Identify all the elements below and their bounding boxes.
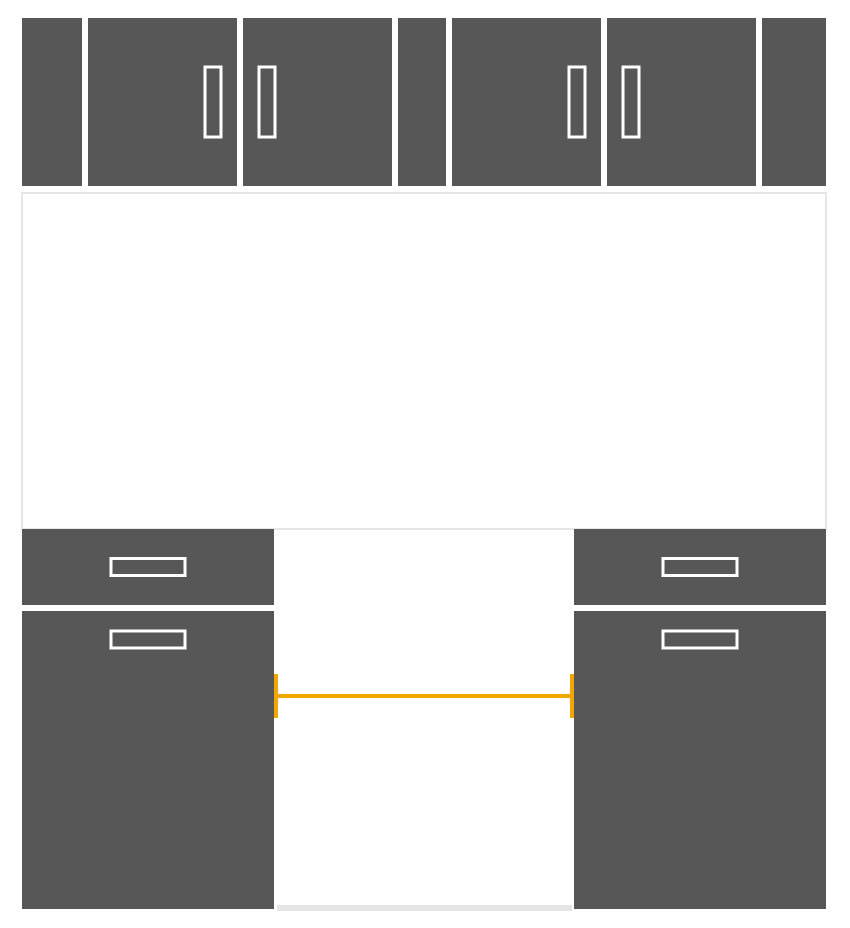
lower-left-drawer bbox=[22, 529, 274, 605]
upper-cabinet-3 bbox=[398, 18, 446, 186]
lower-right-drawer bbox=[574, 529, 826, 605]
kitchen-elevation-diagram bbox=[0, 0, 850, 928]
upper-cabinet-4 bbox=[452, 18, 601, 186]
counter-area bbox=[22, 193, 826, 529]
upper-cabinet-5 bbox=[607, 18, 756, 186]
lower-right-cabinet bbox=[574, 611, 826, 909]
upper-cabinet-6 bbox=[762, 18, 826, 186]
upper-cabinet-2 bbox=[243, 18, 392, 186]
upper-cabinet-0 bbox=[22, 18, 82, 186]
upper-cabinet-1 bbox=[88, 18, 237, 186]
lower-left-cabinet bbox=[22, 611, 274, 909]
